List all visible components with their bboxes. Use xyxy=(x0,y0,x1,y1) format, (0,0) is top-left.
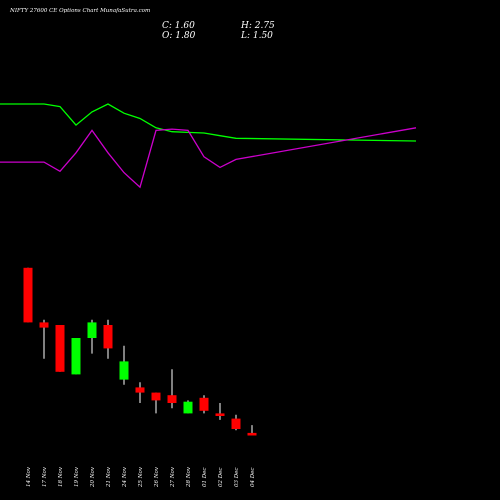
candle-body xyxy=(23,267,33,323)
candle-body xyxy=(247,432,257,436)
candle-body xyxy=(39,322,49,328)
candle-body xyxy=(119,361,129,380)
chart-title: NIFTY 27600 CE Options Chart MunafaSutra… xyxy=(10,8,151,14)
candle-body xyxy=(103,325,113,349)
candle-body xyxy=(231,418,241,429)
date-tick-label: 26 Nov xyxy=(154,466,160,488)
candle-body xyxy=(55,325,65,372)
candle-body xyxy=(151,392,161,401)
candle-body xyxy=(71,338,81,375)
candle-body xyxy=(167,395,177,403)
date-tick-label: 17 Nov xyxy=(42,466,48,487)
open-value: O: 1.80 xyxy=(162,31,196,41)
date-tick-label: 04 Dec xyxy=(250,468,256,488)
high-value: H: 2.75 xyxy=(241,21,275,31)
close-value: C: 1.60 xyxy=(162,21,195,31)
low-value: L: 1.50 xyxy=(241,31,273,41)
indicator-line-1 xyxy=(0,103,417,142)
date-tick-label: 18 Nov xyxy=(58,466,64,487)
date-tick-label: 27 Nov xyxy=(170,466,176,488)
date-tick-label: 03 Dec xyxy=(234,468,240,488)
date-tick-label: 02 Dec xyxy=(218,468,224,488)
date-tick-label: 28 Nov xyxy=(186,466,192,488)
candle-body xyxy=(199,397,209,411)
date-tick-label: 21 Nov xyxy=(106,466,112,488)
date-tick-label: 01 Dec xyxy=(202,468,208,488)
candle-body xyxy=(135,387,145,393)
date-tick-label: 25 Nov xyxy=(138,466,144,488)
date-tick-label: 14 Nov xyxy=(26,466,32,487)
indicator-line-2 xyxy=(0,127,417,189)
candle-body xyxy=(87,322,97,338)
candle-body xyxy=(215,413,225,416)
date-tick-label: 24 Nov xyxy=(122,466,128,488)
date-tick-label: 20 Nov xyxy=(90,466,96,488)
date-tick-label: 19 Nov xyxy=(74,466,80,487)
candle-body xyxy=(183,401,193,414)
